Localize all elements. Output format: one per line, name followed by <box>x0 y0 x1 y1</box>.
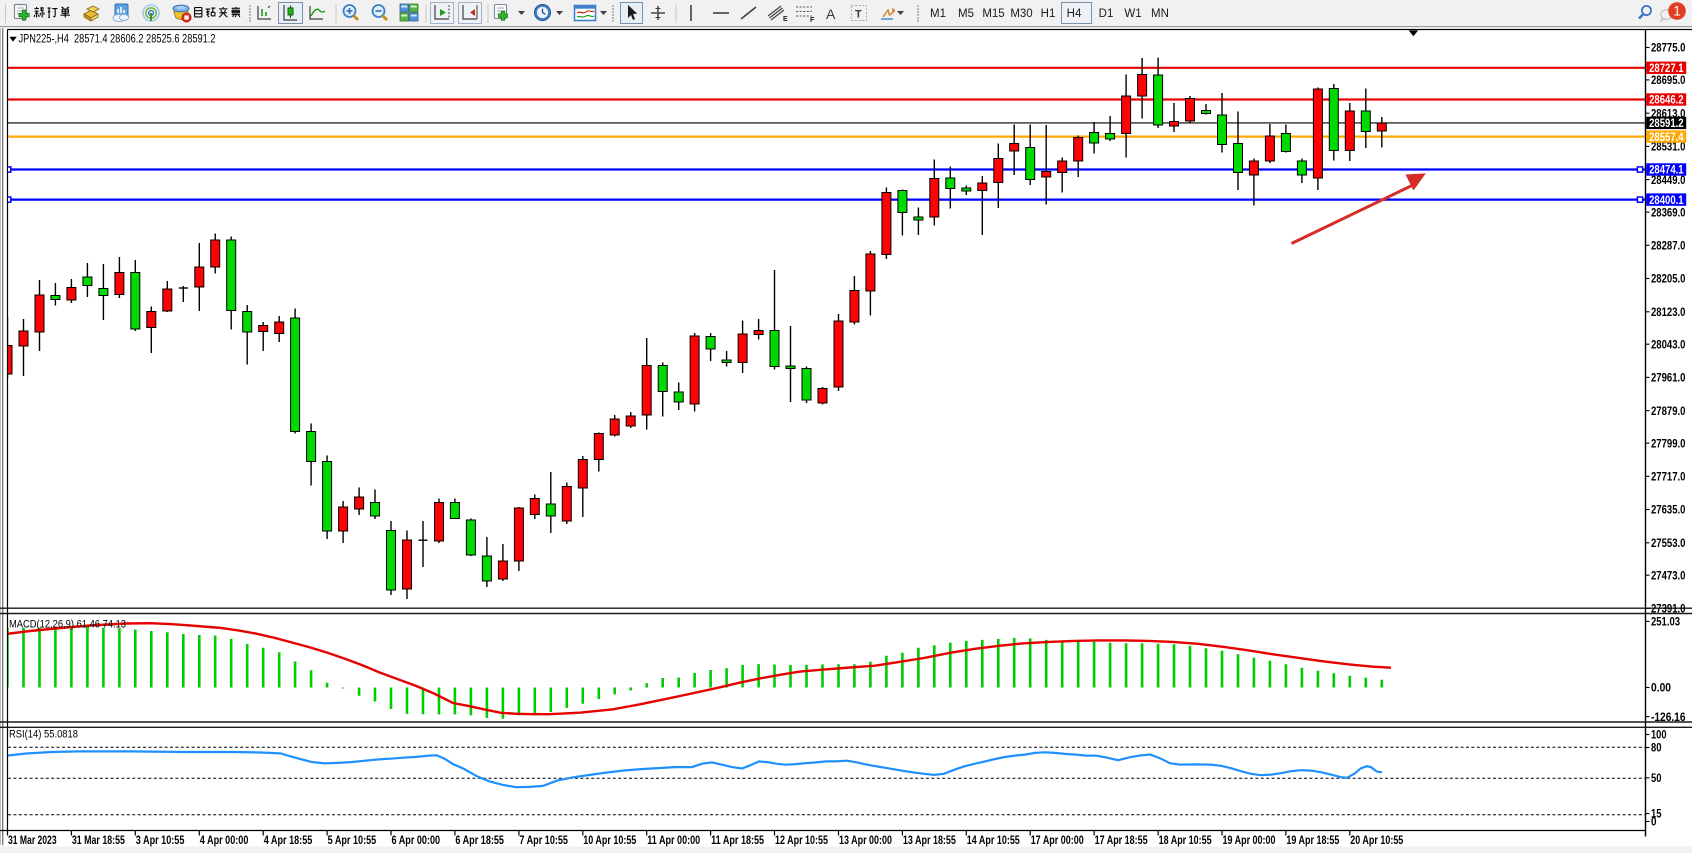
svg-text:28043.0: 28043.0 <box>1651 337 1686 351</box>
svg-text:28646.2: 28646.2 <box>1649 93 1684 107</box>
svg-text:M5: M5 <box>958 8 974 20</box>
svg-text:28727.1: 28727.1 <box>1649 61 1684 75</box>
svg-text:-126.16: -126.16 <box>1651 710 1686 724</box>
svg-text:MACD(12,26,9) 61.46 74.13: MACD(12,26,9) 61.46 74.13 <box>9 619 126 631</box>
svg-text:28695.0: 28695.0 <box>1651 73 1686 87</box>
svg-text:1: 1 <box>1673 4 1681 19</box>
svg-text:27879.0: 27879.0 <box>1651 404 1686 418</box>
svg-text:28591.2: 28591.2 <box>1649 116 1684 130</box>
svg-text:M15: M15 <box>982 8 1004 20</box>
svg-text:D1: D1 <box>1099 8 1114 20</box>
svg-text:27553.0: 27553.0 <box>1651 536 1686 550</box>
svg-text:28123.0: 28123.0 <box>1651 305 1686 319</box>
svg-text:13 Apr 18:55: 13 Apr 18:55 <box>903 833 956 847</box>
svg-text:12 Apr 10:55: 12 Apr 10:55 <box>775 833 828 847</box>
svg-text:E: E <box>783 16 788 23</box>
svg-text:7 Apr 10:55: 7 Apr 10:55 <box>519 833 568 847</box>
svg-text:28531.0: 28531.0 <box>1651 140 1686 154</box>
svg-text:80: 80 <box>1651 741 1662 755</box>
svg-text:11 Apr 18:55: 11 Apr 18:55 <box>711 833 764 847</box>
svg-text:F: F <box>810 17 815 24</box>
svg-text:17 Apr 00:00: 17 Apr 00:00 <box>1031 833 1084 847</box>
svg-text:19 Apr 00:00: 19 Apr 00:00 <box>1223 833 1276 847</box>
svg-text:28205.0: 28205.0 <box>1651 272 1686 286</box>
svg-text:27635.0: 27635.0 <box>1651 503 1686 517</box>
svg-text:14 Apr 10:55: 14 Apr 10:55 <box>967 833 1020 847</box>
svg-text:18 Apr 10:55: 18 Apr 10:55 <box>1159 833 1212 847</box>
svg-text:10 Apr 10:55: 10 Apr 10:55 <box>583 833 636 847</box>
svg-text:MN: MN <box>1151 8 1169 20</box>
svg-text:5 Apr 10:55: 5 Apr 10:55 <box>328 833 377 847</box>
svg-text:27391.0: 27391.0 <box>1651 602 1686 616</box>
svg-text:RSI(14) 55.0818: RSI(14) 55.0818 <box>9 729 78 741</box>
svg-text:6 Apr 18:55: 6 Apr 18:55 <box>455 833 504 847</box>
svg-text:M1: M1 <box>930 8 946 20</box>
svg-text:100: 100 <box>1651 728 1667 742</box>
svg-text:27473.0: 27473.0 <box>1651 568 1686 582</box>
svg-text:28557.4: 28557.4 <box>1649 130 1684 144</box>
svg-text:15: 15 <box>1651 807 1662 821</box>
svg-text:0: 0 <box>1651 815 1657 829</box>
svg-text:31 Mar 18:55: 31 Mar 18:55 <box>72 833 125 847</box>
svg-text:W1: W1 <box>1124 8 1141 20</box>
svg-text:M30: M30 <box>1010 8 1032 20</box>
svg-text:19 Apr 18:55: 19 Apr 18:55 <box>1286 833 1339 847</box>
svg-text:20 Apr 10:55: 20 Apr 10:55 <box>1350 833 1403 847</box>
svg-text:6 Apr 00:00: 6 Apr 00:00 <box>392 833 441 847</box>
svg-text:31 Mar 2023: 31 Mar 2023 <box>8 833 57 847</box>
svg-text:27961.0: 27961.0 <box>1651 371 1686 385</box>
svg-text:50: 50 <box>1651 771 1662 785</box>
svg-text:28400.1: 28400.1 <box>1649 193 1684 207</box>
svg-text:28474.1: 28474.1 <box>1649 163 1684 177</box>
svg-text:251.03: 251.03 <box>1651 615 1680 629</box>
svg-text:4 Apr 00:00: 4 Apr 00:00 <box>200 833 249 847</box>
svg-text:4 Apr 18:55: 4 Apr 18:55 <box>264 833 313 847</box>
svg-text:28369.0: 28369.0 <box>1651 205 1686 219</box>
svg-text:13 Apr 00:00: 13 Apr 00:00 <box>839 833 892 847</box>
svg-text:11 Apr 00:00: 11 Apr 00:00 <box>647 833 700 847</box>
svg-text:T: T <box>855 9 862 21</box>
svg-text:H1: H1 <box>1041 8 1056 20</box>
svg-text:H4: H4 <box>1067 8 1082 20</box>
svg-text:JPN225-,H4 28571.4 28606.2 28: JPN225-,H4 28571.4 28606.2 28525.6 28591… <box>19 32 216 46</box>
svg-text:17 Apr 18:55: 17 Apr 18:55 <box>1095 833 1148 847</box>
svg-text:27799.0: 27799.0 <box>1651 436 1686 450</box>
svg-text:28449.0: 28449.0 <box>1651 173 1686 187</box>
svg-text:3 Apr 10:55: 3 Apr 10:55 <box>136 833 185 847</box>
svg-text:27717.0: 27717.0 <box>1651 470 1686 484</box>
svg-text:28775.0: 28775.0 <box>1651 41 1686 55</box>
svg-text:28287.0: 28287.0 <box>1651 239 1686 253</box>
svg-text:A: A <box>826 6 836 22</box>
svg-text:0.00: 0.00 <box>1651 681 1671 695</box>
